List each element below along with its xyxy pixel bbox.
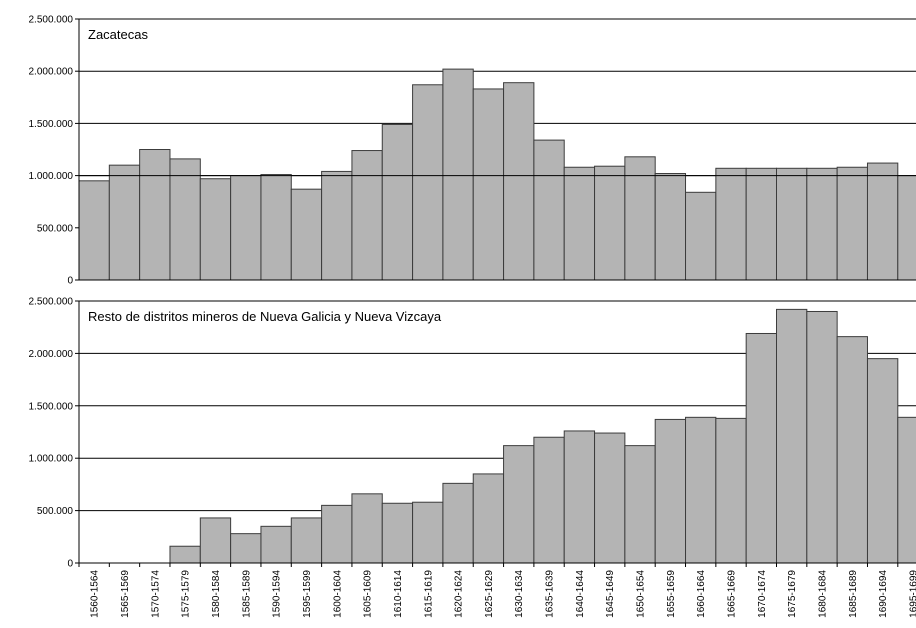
- x-tick-label: 1645-1649: [605, 570, 616, 618]
- bar: [412, 84, 444, 281]
- bar: [472, 88, 505, 281]
- x-tick-label: 1655-1659: [666, 570, 677, 618]
- bar: [654, 173, 687, 281]
- bar: [169, 158, 201, 281]
- bar: [866, 162, 899, 281]
- panel-title: Zacatecas: [88, 27, 148, 42]
- bar: [472, 473, 505, 564]
- x-tick-label: 1670-1674: [757, 570, 768, 618]
- x-tick-label: 1690-1694: [878, 570, 889, 618]
- bar: [78, 180, 110, 281]
- bar: [169, 545, 201, 564]
- bar: [897, 175, 916, 281]
- x-tick-label: 1605-1609: [363, 570, 374, 618]
- bar: [412, 501, 444, 564]
- x-tick-label: 1695-1699: [908, 570, 916, 618]
- bar: [442, 482, 474, 564]
- bar: [290, 517, 323, 564]
- bar: [806, 167, 838, 281]
- bar: [199, 517, 232, 564]
- x-tick-label: 1620-1624: [454, 570, 465, 618]
- x-tick-label: 1685-1689: [848, 570, 859, 618]
- bar: [745, 167, 777, 281]
- bar: [866, 358, 899, 564]
- y-tick-label: 1.000.000: [29, 454, 74, 465]
- y-tick-label: 2.000.000: [29, 349, 74, 360]
- x-tick-label: 1590-1594: [272, 570, 283, 618]
- bar: [715, 167, 747, 281]
- bar: [260, 174, 292, 281]
- y-tick-label: 500.000: [37, 506, 74, 517]
- x-tick-label: 1635-1639: [545, 570, 556, 618]
- y-tick-label: 2.500.000: [29, 297, 74, 308]
- bar: [199, 178, 232, 281]
- x-tick-label: 1575-1579: [181, 570, 192, 618]
- x-tick-label: 1570-1574: [150, 570, 161, 618]
- x-axis-ticks: 1560-1564 1565-1569 1570-1574 1575-1579 1580…: [78, 563, 916, 618]
- x-tick-label: 1675-1679: [787, 570, 798, 618]
- bar: [321, 170, 353, 281]
- bar: [381, 502, 414, 564]
- bar: [503, 445, 535, 564]
- x-tick-label: 1600-1604: [332, 570, 343, 618]
- y-tick-label: 2.000.000: [29, 67, 74, 78]
- x-tick-label: 1595-1599: [302, 570, 313, 618]
- bar: [836, 166, 868, 281]
- x-tick-label: 1560-1564: [90, 570, 101, 618]
- y-tick-label: 500.000: [37, 223, 74, 234]
- x-tick-label: 1640-1644: [575, 570, 586, 618]
- bar: [351, 150, 383, 281]
- bar: [533, 436, 565, 564]
- y-tick-label: 2.500.000: [29, 15, 74, 26]
- bar: [230, 175, 262, 281]
- bar: [594, 432, 626, 564]
- chart-panel-1: 0 500.000 1.000.000 1.500.000 2.000.000 2.500…: [29, 15, 916, 287]
- bar: [654, 418, 687, 564]
- y-tick-label: 1.500.000: [29, 401, 74, 412]
- x-tick-label: 1680-1684: [817, 570, 828, 618]
- x-tick-label: 1615-1619: [423, 570, 434, 618]
- panel-title: Resto de distritos mineros de Nueva Gali…: [88, 309, 442, 324]
- bar: [381, 123, 414, 281]
- x-tick-label: 1660-1664: [696, 570, 707, 618]
- bar: [685, 416, 717, 564]
- bar: [776, 167, 808, 281]
- bar: [351, 493, 383, 564]
- bar: [563, 430, 596, 564]
- y-tick-label: 0: [67, 559, 73, 570]
- y-tick-label: 0: [67, 276, 73, 287]
- bar: [321, 504, 353, 564]
- bar: [442, 68, 474, 281]
- bar: [533, 139, 565, 281]
- bar: [503, 82, 535, 281]
- bar: [745, 332, 777, 564]
- bar: [897, 416, 916, 564]
- x-tick-label: 1610-1614: [393, 570, 404, 618]
- y-tick-label: 1.000.000: [29, 171, 74, 182]
- bar: [108, 164, 141, 281]
- bar: [624, 445, 656, 564]
- chart-panel-2: 0 500.000 1.000.000 1.500.000 2.000.000 2.500…: [29, 297, 916, 570]
- x-tick-label: 1565-1569: [120, 570, 131, 618]
- bar: [715, 417, 747, 564]
- bar: [260, 525, 292, 564]
- x-tick-label: 1580-1584: [211, 570, 222, 618]
- bar: [776, 308, 808, 564]
- bar: [290, 188, 323, 281]
- bar: [563, 166, 596, 281]
- bar: [685, 191, 717, 281]
- bar: [806, 310, 838, 564]
- y-tick-label: 1.500.000: [29, 119, 74, 130]
- x-tick-label: 1665-1669: [727, 570, 738, 618]
- bar: [594, 165, 626, 281]
- bar: [139, 149, 171, 281]
- x-tick-label: 1585-1589: [241, 570, 252, 618]
- x-tick-label: 1625-1629: [484, 570, 495, 618]
- x-tick-label: 1650-1654: [636, 570, 647, 618]
- x-tick-label: 1630-1634: [514, 570, 525, 618]
- bar: [836, 336, 868, 564]
- bar: [230, 533, 262, 564]
